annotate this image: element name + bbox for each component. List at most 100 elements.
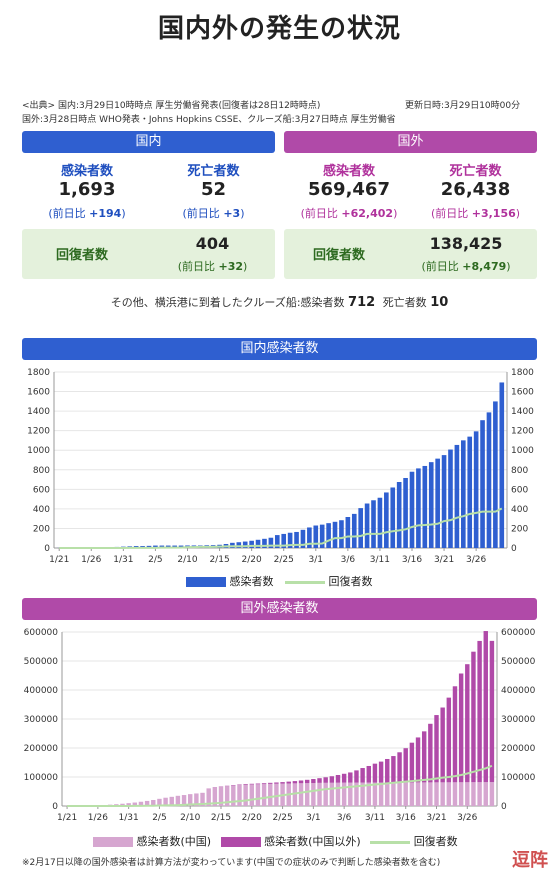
bar-primary [354,782,359,806]
y-tick-label-right: 600000 [501,628,536,638]
y-tick-label-right: 600 [511,485,528,495]
bar-stacked [372,763,378,783]
domestic-chart-legend: 感染者数 回復者数 [186,573,373,589]
bar-primary [378,782,384,806]
update-time: 更新日時:3月29日10時00分 [405,101,521,111]
bar-primary [339,520,344,548]
bar-primary [194,793,199,806]
overseas-infected-value: 569,467 [308,179,390,200]
bar-primary [120,803,125,806]
bar-primary [371,500,376,548]
overseas-infected-label: 感染者数 [322,164,375,179]
bar-primary [473,431,479,548]
y-tick-label-left: 0 [52,802,58,812]
bar-stacked [298,780,304,784]
bar-primary [243,784,248,806]
x-tick-label: 1/21 [57,813,77,823]
bar-primary [319,524,325,548]
footnote: ※2月17日以降の国外感染者は計算方法が変わっています(中国での症状のみで判断し… [22,858,441,868]
x-tick-label: 1/31 [113,555,133,565]
overseas-recovered-delta: (前日比 +8,479) [421,260,511,273]
bar-primary [212,787,218,806]
domestic-recovered-delta: (前日比 +32) [177,260,248,273]
bar-primary [499,382,505,548]
bar-primary [452,782,458,806]
bar-stacked [317,778,322,783]
cruise-line: その他、横浜港に到着したクルーズ船:感染者数 712 死亡者数 10 [0,294,559,310]
x-tick-label: 2/20 [242,555,262,565]
bar-stacked [274,782,279,784]
y-tick-label-left: 300000 [24,715,59,725]
bar-primary [224,786,230,806]
y-tick-label-right: 0 [511,544,517,554]
bar-primary [486,412,492,548]
domestic-chart-title: 国内感染者数 [22,338,537,360]
bar-primary [458,782,464,806]
x-tick-label: 3/11 [365,813,385,823]
bar-primary [298,783,304,806]
bar-primary [292,783,298,806]
bar-stacked [428,723,433,783]
bar-stacked [261,783,267,785]
source-domestic: <出典> 国内:3月29日10時時点 厚生労働省発表(回復者は28日12時時点) [22,101,321,111]
bar-primary [434,782,439,806]
bar-stacked [304,779,310,784]
x-tick-label: 3/21 [434,555,454,565]
bar-primary [391,782,396,806]
bar-primary [477,782,482,806]
bar-primary [268,537,274,548]
source-overseas: 国外:3月28日時点 WHO発表・Johns Hopkins CSSE、クルーズ… [22,115,396,125]
bar-stacked [452,686,458,783]
bar-primary [281,533,287,548]
bar-stacked [341,773,347,783]
x-tick-label: 2/10 [177,555,197,565]
overseas-infected-chart: 0 0 100000 100000 200000 200000 300000 300000 40… [24,628,536,823]
bar-stacked [483,631,488,783]
bar-stacked [385,758,390,783]
y-tick-label-right: 1000 [511,446,534,456]
legend-label-non-china: 感染者数(中国以外) [264,835,361,848]
bar-primary [403,782,408,806]
x-tick-label: 3/11 [370,555,390,565]
x-tick-label: 2/5 [148,555,162,565]
bar-stacked [465,664,470,783]
bar-stacked [434,715,439,783]
bar-stacked [329,776,335,783]
bar-primary [421,782,427,806]
legend-swatch-recovered-2 [370,840,411,844]
y-tick-label-left: 400000 [24,686,59,696]
x-tick-label: 2/25 [274,555,294,565]
bar-primary [317,782,322,806]
bar-primary [200,793,205,806]
legend-label-recovered-2: 回復者数 [413,835,458,848]
y-tick-label-right: 1200 [511,427,534,437]
bar-primary [415,782,421,806]
bar-primary [329,782,335,806]
bar-primary [169,797,174,806]
x-tick-label: 2/15 [209,555,229,565]
bar-primary [237,785,242,806]
bar-stacked [458,673,464,783]
cruise-deaths-label: 死亡者数 [382,296,427,309]
bar-stacked [415,737,421,783]
x-tick-label: 3/26 [466,555,486,565]
bar-primary [304,783,310,806]
domestic-recovered-value: 404 [195,234,230,253]
legend-swatch-recovered [285,580,325,584]
bar-primary [157,798,162,806]
bar-primary [175,796,181,806]
bar-stacked [391,756,396,783]
legend-label-recovered: 回復者数 [328,575,373,588]
y-tick-label-left: 1600 [27,388,50,398]
bar-stacked [323,777,328,783]
bar-stacked [471,651,476,783]
bar-primary [144,801,150,806]
bar-primary [409,471,415,548]
bar-primary [311,783,316,806]
y-tick-label-right: 400000 [501,686,536,696]
y-tick-label-right: 1400 [511,407,534,417]
bar-stacked [335,775,341,783]
domestic-recovered-card [22,229,275,279]
y-tick-label-left: 600 [33,485,50,495]
bar-primary [416,468,421,548]
